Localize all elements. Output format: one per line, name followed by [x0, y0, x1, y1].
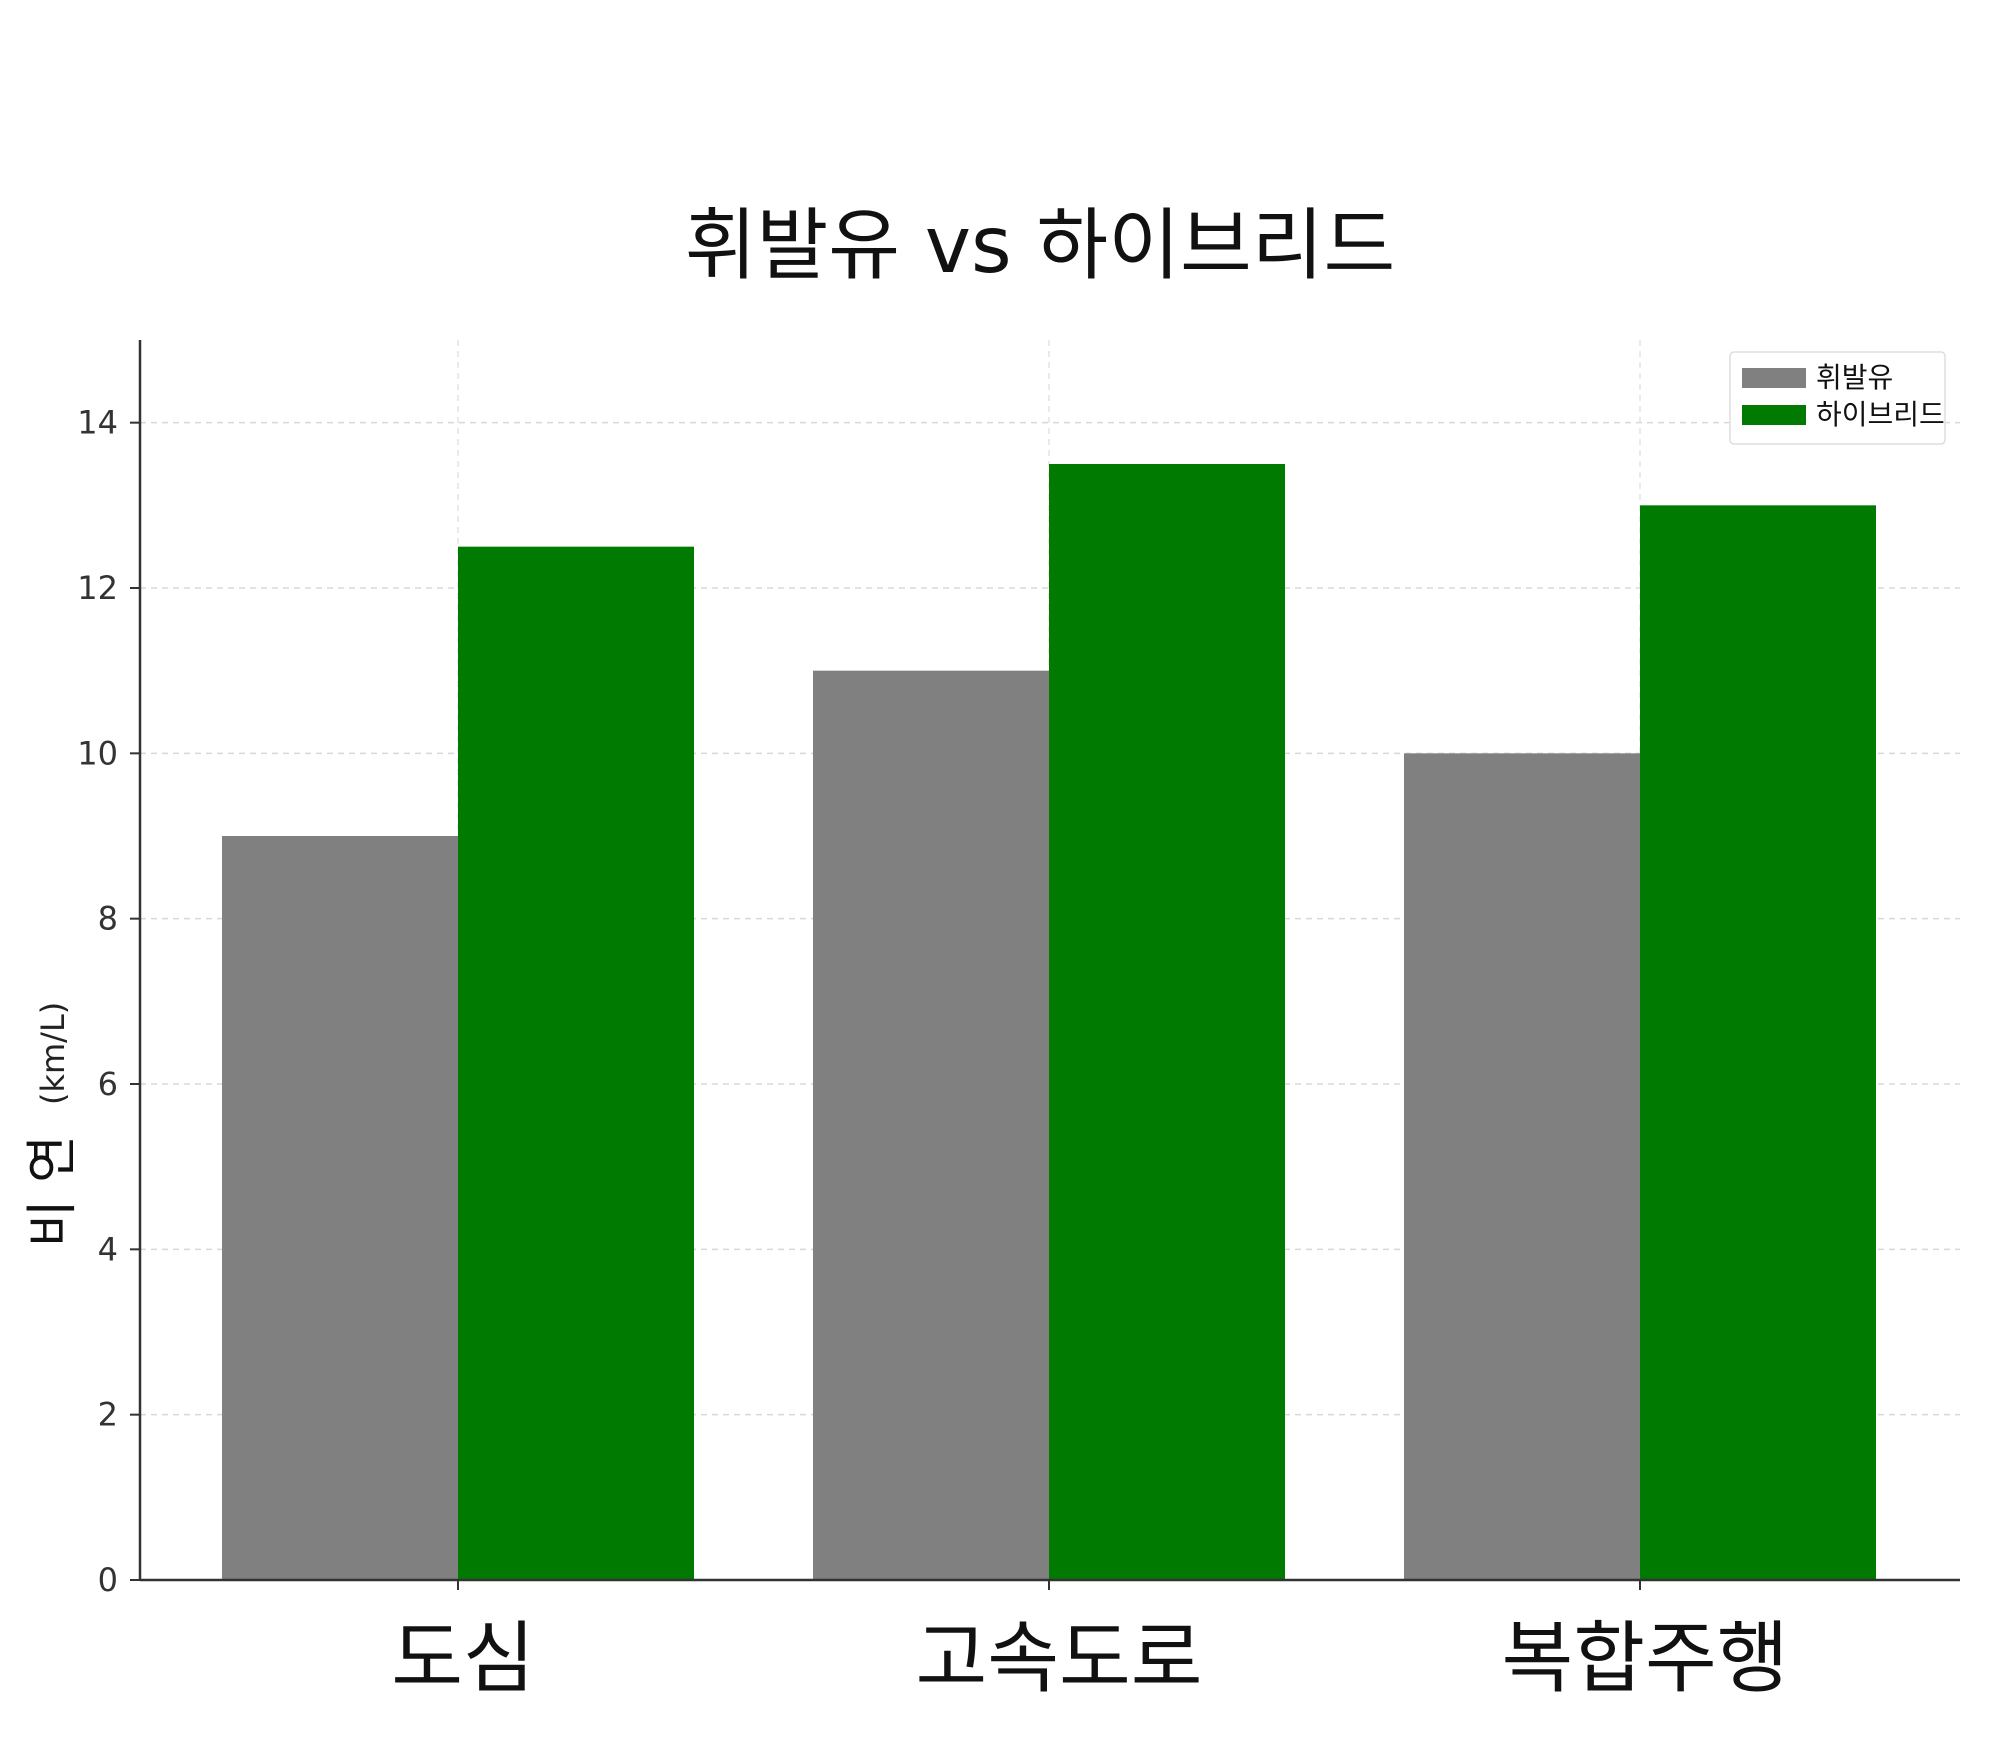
- x-tick-label: 도심: [391, 1614, 535, 1704]
- x-tick-label: 복합주행: [1501, 1614, 1788, 1704]
- legend-swatch: [1742, 405, 1806, 425]
- y-axis-unit: (km/L): [34, 1002, 72, 1105]
- legend-swatch: [1742, 368, 1806, 388]
- x-tick-label: 고속도로: [915, 1614, 1202, 1704]
- legend-label: 휘발유: [1816, 361, 1893, 394]
- bar-gasoline: [222, 836, 458, 1580]
- bar-hybrid: [1049, 464, 1285, 1580]
- bar-gasoline: [813, 670, 1049, 1580]
- y-tick-label: 2: [98, 1396, 118, 1434]
- y-tick-label: 10: [77, 734, 118, 772]
- bars-layer: [222, 464, 1876, 1580]
- y-tick-label: 6: [98, 1065, 118, 1103]
- bar-hybrid: [458, 546, 694, 1580]
- y-tick-label: 0: [98, 1561, 118, 1599]
- y-axis-label-group: 비 연 (km/L): [23, 1002, 83, 1248]
- y-tick-label: 8: [98, 900, 118, 938]
- bar-gasoline: [1404, 753, 1640, 1580]
- text-layer: 휘발유 vs 하이브리드 비 연 (km/L): [23, 201, 1395, 1247]
- y-tick-label: 12: [77, 569, 118, 607]
- legend-label: 하이브리드: [1816, 398, 1945, 431]
- y-tick-label: 4: [98, 1230, 118, 1268]
- y-tick-label: 14: [77, 404, 118, 442]
- axes-layer: 0 2 4 6 8 10 12 14 도심 고속도로 복합주행: [77, 340, 1960, 1704]
- chart-title: 휘발유 vs 하이브리드: [685, 201, 1395, 291]
- bar-hybrid: [1640, 505, 1876, 1580]
- y-axis-label: 비 연: [23, 1135, 83, 1247]
